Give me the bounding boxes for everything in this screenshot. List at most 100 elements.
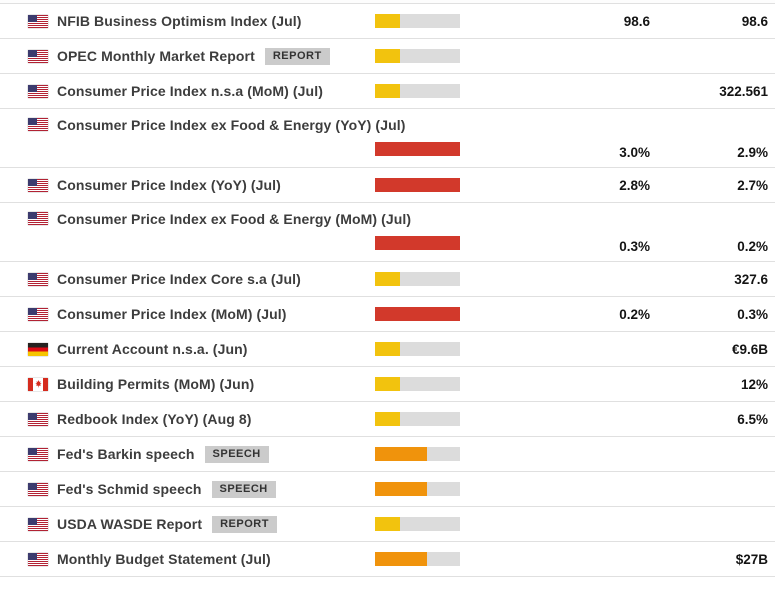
event-title-line: Consumer Price Index ex Food & Energy (M…	[0, 203, 775, 231]
value-col2	[658, 437, 768, 471]
event-row[interactable]: Building Permits (MoM) (Jun) 12%	[0, 367, 775, 402]
event-title-line: Redbook Index (YoY) (Aug 8)	[0, 402, 775, 436]
event-title-line: Consumer Price Index n.s.a (MoM) (Jul)	[0, 74, 775, 108]
value-col2: 0.2%	[737, 238, 768, 254]
importance-bar-fill	[375, 236, 460, 250]
value-col2: 0.3%	[737, 306, 768, 322]
event-title: Consumer Price Index Core s.a (Jul)	[57, 271, 301, 287]
importance-bar	[375, 552, 460, 566]
event-title: Redbook Index (YoY) (Aug 8)	[57, 411, 252, 427]
event-title-line: OPEC Monthly Market Report REPORT	[0, 39, 775, 73]
value-col1: 2.8%	[619, 177, 650, 193]
value-col2: 12%	[740, 376, 768, 392]
flag-us-icon	[28, 178, 48, 192]
importance-bar-fill	[375, 342, 400, 356]
event-row[interactable]: Fed's Schmid speech SPEECH	[0, 472, 775, 507]
value-col2: 327.6	[734, 271, 768, 287]
event-row[interactable]: Consumer Price Index ex Food & Energy (M…	[0, 203, 775, 262]
importance-bar-fill	[375, 142, 460, 156]
importance-bar-fill	[375, 552, 427, 566]
flag-us-icon	[28, 482, 48, 496]
value-col1: 0.2%	[619, 306, 650, 322]
event-values-line: 322.561	[0, 74, 775, 108]
value-col2: 6.5%	[737, 411, 768, 427]
flag-us-icon	[28, 84, 48, 98]
event-row[interactable]: USDA WASDE Report REPORT	[0, 507, 775, 542]
event-row[interactable]: Consumer Price Index (YoY) (Jul) 2.8% 2.7%	[0, 168, 775, 203]
event-title-line	[0, 584, 775, 589]
event-title-line: Building Permits (MoM) (Jun)	[0, 367, 775, 401]
event-values-line	[0, 507, 775, 541]
speech-badge: SPEECH	[211, 480, 276, 498]
event-row[interactable]: Consumer Price Index (MoM) (Jul) 0.2% 0.3%	[0, 297, 775, 332]
value-col1	[565, 472, 650, 506]
flag-us-icon	[28, 517, 48, 531]
event-title: Consumer Price Index ex Food & Energy (M…	[57, 210, 412, 227]
event-title-line: Monthly Budget Statement (Jul)	[0, 542, 775, 576]
importance-bar-fill	[375, 49, 400, 63]
event-title-line: Consumer Price Index (YoY) (Jul)	[0, 168, 775, 202]
event-values-line: 0.2% 0.3%	[0, 297, 775, 331]
event-row[interactable]: Consumer Price Index Core s.a (Jul) 327.6	[0, 262, 775, 297]
importance-bar-fill	[375, 272, 400, 286]
event-title-line: Consumer Price Index Core s.a (Jul)	[0, 262, 775, 296]
event-title: Consumer Price Index (YoY) (Jul)	[57, 177, 281, 193]
event-row[interactable]: Current Account n.s.a. (Jun) €9.6B	[0, 332, 775, 367]
event-title-line: Fed's Barkin speech SPEECH	[0, 437, 775, 471]
flag-us-icon	[28, 212, 48, 225]
event-row[interactable]: Consumer Price Index n.s.a (MoM) (Jul) 32…	[0, 74, 775, 109]
report-badge: REPORT	[264, 47, 330, 65]
calendar-rows: NFIB Business Optimism Index (Jul) 98.6 98…	[0, 4, 775, 589]
importance-bar-fill	[375, 14, 400, 28]
importance-bar-fill	[375, 377, 400, 391]
importance-bar	[375, 342, 460, 356]
importance-bar-fill	[375, 482, 427, 496]
event-values-line	[0, 472, 775, 506]
event-row[interactable]: Monthly Budget Statement (Jul) $27B	[0, 542, 775, 577]
flag-de-icon	[28, 342, 48, 356]
value-col2: 2.9%	[737, 144, 768, 160]
flag-us-icon	[28, 14, 48, 28]
event-row[interactable]: OPEC Monthly Market Report REPORT	[0, 39, 775, 74]
importance-bar	[375, 14, 460, 28]
value-col2: $27B	[735, 551, 768, 567]
value-col2: 2.7%	[737, 177, 768, 193]
event-title: Consumer Price Index n.s.a (MoM) (Jul)	[57, 83, 323, 99]
flag-us-icon	[28, 447, 48, 461]
importance-bar	[375, 178, 460, 192]
event-values-line	[0, 39, 775, 73]
event-values-line: 3.0% 2.9%	[0, 137, 775, 167]
event-row[interactable]	[0, 577, 775, 589]
event-title-line: Fed's Schmid speech SPEECH	[0, 472, 775, 506]
event-title-line: Current Account n.s.a. (Jun)	[0, 332, 775, 366]
importance-bar-fill	[375, 307, 460, 321]
event-row[interactable]: Fed's Barkin speech SPEECH	[0, 437, 775, 472]
clipped-previous-row	[0, 0, 775, 4]
importance-bar	[375, 49, 460, 63]
importance-bar	[375, 482, 460, 496]
event-row[interactable]: Redbook Index (YoY) (Aug 8) 6.5%	[0, 402, 775, 437]
speech-badge: SPEECH	[204, 445, 269, 463]
flag-us-icon	[28, 272, 48, 286]
importance-bar-fill	[375, 84, 400, 98]
event-title: Monthly Budget Statement (Jul)	[57, 551, 271, 567]
importance-bar	[375, 142, 460, 156]
value-col2	[658, 472, 768, 506]
event-values-line: 0.3% 0.2%	[0, 231, 775, 261]
event-row[interactable]: Consumer Price Index ex Food & Energy (Y…	[0, 109, 775, 168]
flag-us-icon	[28, 307, 48, 321]
value-col1	[565, 39, 650, 73]
value-col2	[658, 39, 768, 73]
event-row[interactable]: NFIB Business Optimism Index (Jul) 98.6 98…	[0, 4, 775, 39]
event-title: Fed's Schmid speech	[57, 481, 202, 497]
value-col2: 322.561	[719, 83, 768, 99]
importance-bar	[375, 447, 460, 461]
event-values-line: $27B	[0, 542, 775, 576]
value-col1	[565, 332, 650, 366]
event-title-line: Consumer Price Index (MoM) (Jul)	[0, 297, 775, 331]
value-col1	[565, 262, 650, 296]
value-col1	[565, 437, 650, 471]
report-badge: REPORT	[212, 515, 277, 533]
flag-us-icon	[28, 49, 48, 63]
flag-ca-icon	[28, 377, 48, 391]
